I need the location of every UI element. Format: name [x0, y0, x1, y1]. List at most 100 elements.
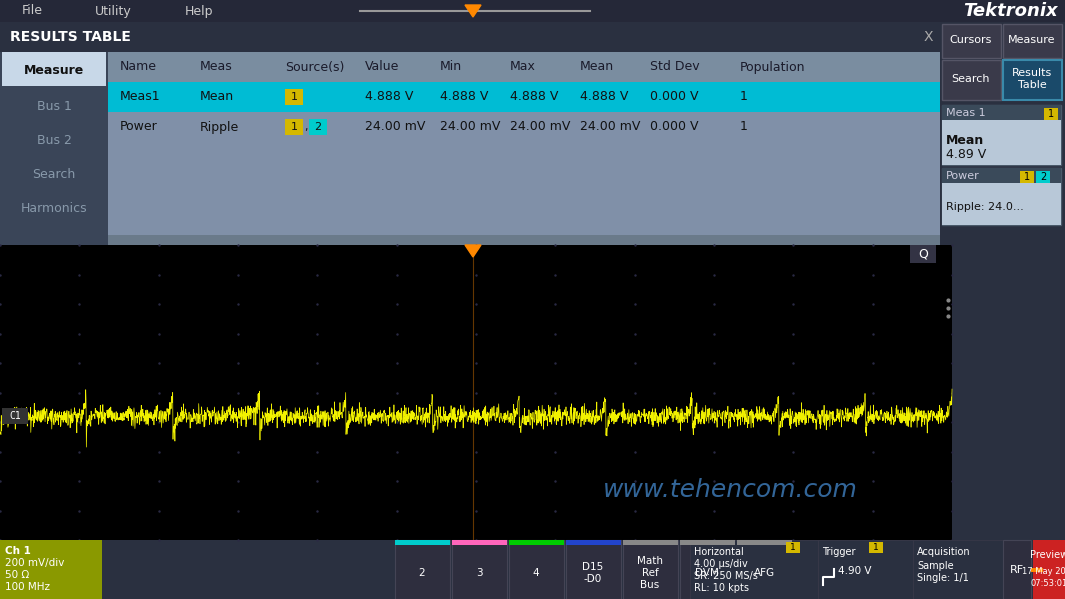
- Bar: [566, 540, 621, 545]
- Text: DVM: DVM: [695, 568, 719, 578]
- Bar: [679, 540, 735, 599]
- Bar: [943, 120, 1061, 165]
- Text: Bus 1: Bus 1: [36, 99, 71, 113]
- Bar: [943, 168, 1061, 225]
- Bar: [737, 540, 792, 545]
- Text: RESULTS TABLE: RESULTS TABLE: [10, 30, 131, 44]
- Text: Source(s): Source(s): [285, 60, 344, 74]
- Text: Preview: Preview: [1030, 550, 1065, 560]
- Bar: [869, 542, 883, 553]
- Text: Acquisition: Acquisition: [917, 547, 970, 557]
- Text: 4.888 V: 4.888 V: [510, 90, 558, 104]
- Bar: [108, 142, 940, 235]
- Bar: [1020, 171, 1034, 183]
- Text: 4.888 V: 4.888 V: [440, 90, 489, 104]
- Bar: [1044, 108, 1058, 120]
- Bar: [943, 24, 1001, 58]
- Text: Mean: Mean: [580, 60, 615, 74]
- Text: 4.90 V: 4.90 V: [838, 566, 871, 576]
- Bar: [943, 60, 1001, 100]
- Text: Harmonics: Harmonics: [20, 201, 87, 214]
- Text: 1: 1: [291, 92, 297, 102]
- Text: 4: 4: [532, 568, 539, 578]
- Bar: [1003, 540, 1031, 599]
- Bar: [943, 168, 1061, 183]
- Bar: [2, 408, 28, 424]
- Text: 24.00 mV: 24.00 mV: [510, 120, 571, 134]
- Bar: [108, 52, 940, 82]
- Text: Search: Search: [32, 168, 76, 180]
- Bar: [910, 245, 936, 263]
- Text: Measure: Measure: [1009, 35, 1055, 45]
- Text: Utility: Utility: [95, 5, 132, 17]
- Bar: [0, 540, 102, 599]
- Text: 24.00 mV: 24.00 mV: [440, 120, 501, 134]
- Bar: [737, 540, 792, 599]
- Text: 4.888 V: 4.888 V: [580, 90, 628, 104]
- Text: 24.00 mV: 24.00 mV: [580, 120, 640, 134]
- Text: 0.000 V: 0.000 V: [650, 90, 699, 104]
- Text: Meas: Meas: [200, 60, 233, 74]
- Text: AFG: AFG: [753, 568, 774, 578]
- Text: Ripple: Ripple: [200, 120, 240, 134]
- Text: Meas 1: Meas 1: [946, 108, 985, 118]
- Text: 3: 3: [476, 568, 482, 578]
- Bar: [395, 540, 450, 545]
- Text: Meas1: Meas1: [120, 90, 161, 104]
- Bar: [309, 119, 327, 135]
- Bar: [509, 540, 564, 599]
- Text: Min: Min: [440, 60, 462, 74]
- Text: 4.00 μs/div: 4.00 μs/div: [694, 559, 748, 569]
- Text: Name: Name: [120, 60, 157, 74]
- Text: 1: 1: [291, 122, 297, 132]
- Text: Mean: Mean: [946, 135, 984, 147]
- Text: Measure: Measure: [23, 63, 84, 77]
- Text: T: T: [469, 246, 475, 256]
- Text: Trigger: Trigger: [822, 547, 855, 557]
- Text: D15
-D0: D15 -D0: [583, 562, 604, 584]
- Text: Search: Search: [952, 74, 990, 84]
- Bar: [108, 82, 940, 112]
- Text: 200 mV/div: 200 mV/div: [5, 558, 64, 568]
- Bar: [108, 235, 940, 245]
- Bar: [1036, 171, 1050, 183]
- Bar: [0, 245, 952, 540]
- Bar: [943, 105, 1061, 120]
- Text: 100 MHz: 100 MHz: [5, 582, 50, 592]
- Bar: [285, 89, 304, 105]
- Text: C1: C1: [10, 411, 21, 421]
- Text: 1: 1: [740, 120, 748, 134]
- Text: X: X: [923, 30, 933, 44]
- Bar: [1003, 24, 1062, 58]
- Bar: [623, 540, 678, 545]
- Text: Cursors: Cursors: [950, 35, 993, 45]
- Bar: [0, 52, 108, 245]
- Text: Value: Value: [365, 60, 399, 74]
- Text: SR: 250 MS/s: SR: 250 MS/s: [694, 571, 758, 581]
- Polygon shape: [465, 245, 481, 257]
- Text: 1: 1: [1048, 109, 1054, 119]
- Text: 1: 1: [873, 543, 879, 552]
- Text: 2: 2: [314, 122, 322, 132]
- Text: Max: Max: [510, 60, 536, 74]
- Text: 07:53:01: 07:53:01: [1030, 579, 1065, 588]
- Text: 2: 2: [419, 568, 425, 578]
- Text: Std Dev: Std Dev: [650, 60, 700, 74]
- Bar: [285, 119, 304, 135]
- Text: 0.000 V: 0.000 V: [650, 120, 699, 134]
- Bar: [1031, 568, 1043, 572]
- Text: Results
Table: Results Table: [1012, 68, 1052, 90]
- Bar: [566, 540, 621, 599]
- Text: Power: Power: [120, 120, 158, 134]
- Text: Horizontal: Horizontal: [694, 547, 743, 557]
- Text: Math
Ref
Bus: Math Ref Bus: [637, 556, 663, 589]
- Bar: [395, 540, 450, 599]
- Text: File: File: [22, 5, 43, 17]
- Text: RF: RF: [1010, 565, 1025, 575]
- Text: 24.00 mV: 24.00 mV: [365, 120, 425, 134]
- Text: 1: 1: [1023, 172, 1030, 182]
- Polygon shape: [465, 5, 481, 17]
- Text: Q: Q: [918, 247, 928, 261]
- Bar: [679, 540, 735, 545]
- Text: Single: 1/1: Single: 1/1: [917, 573, 969, 583]
